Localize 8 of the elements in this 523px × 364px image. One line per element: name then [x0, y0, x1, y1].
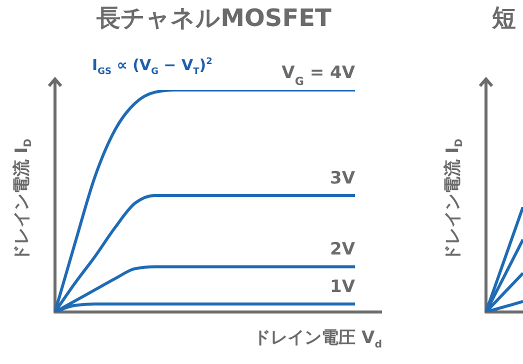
series-label: 1V	[330, 277, 356, 298]
chart-title: 短	[492, 4, 516, 32]
series-label: 3V	[330, 168, 356, 188]
series-label: 2V	[330, 240, 356, 260]
chart-title: 長チャネルMOSFET	[96, 4, 332, 32]
x-axis-title: ドレイン電圧 V$_{d}$	[254, 328, 382, 350]
series-label: V$_{G}$ = 4V	[282, 63, 356, 88]
text: I$_{GS}$ ∝ (V$_{G}$ − V$_{T}$)$^{2}$	[92, 56, 212, 77]
